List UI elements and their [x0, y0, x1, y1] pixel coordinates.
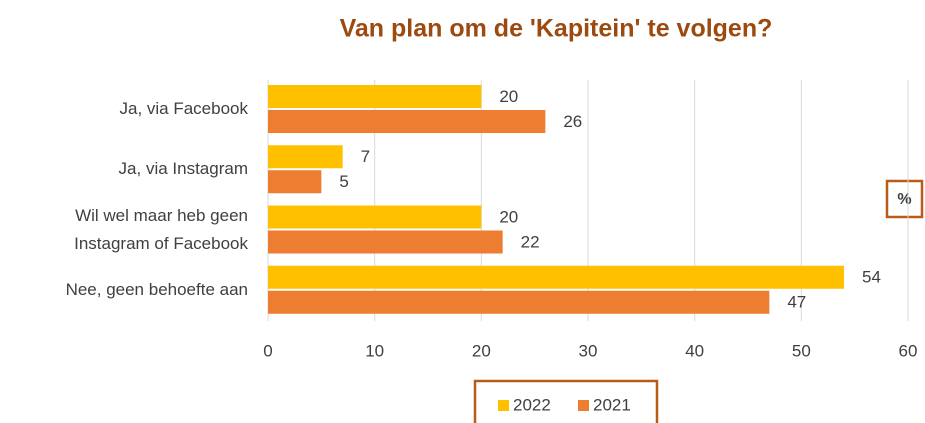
legend-label: 2022	[513, 395, 551, 414]
bar	[268, 145, 343, 169]
x-tick-label: 50	[792, 341, 811, 360]
data-label: 7	[361, 147, 370, 166]
bar	[268, 230, 503, 254]
bar	[268, 85, 482, 108]
category-label: Wil wel maar heb geen Instagram of Faceb…	[74, 205, 248, 253]
x-tick-label: 30	[579, 341, 598, 360]
bar	[268, 205, 482, 229]
annotation: %	[897, 191, 911, 208]
chart-title: Van plan om de 'Kapitein' te volgen?	[340, 15, 773, 43]
category-label: Ja, via Instagram	[118, 159, 248, 179]
data-label: 5	[339, 172, 348, 191]
legend-swatch	[578, 400, 589, 411]
data-label: 20	[499, 207, 518, 226]
legend-swatch	[498, 400, 509, 411]
bar	[268, 290, 770, 314]
bar	[268, 110, 546, 133]
data-label: 54	[862, 268, 881, 287]
bar	[268, 265, 844, 289]
data-label: 26	[563, 112, 582, 131]
annotation-box	[885, 179, 924, 219]
category-label: Ja, via Facebook	[119, 99, 248, 118]
data-label: 20	[499, 87, 518, 106]
x-tick-label: 0	[263, 341, 272, 360]
category-label: Nee, geen behoefte aan	[65, 279, 248, 299]
data-label: 22	[521, 232, 540, 251]
bar	[268, 170, 322, 194]
legend-label: 2021	[593, 395, 631, 414]
legend-box	[473, 379, 659, 423]
x-tick-label: 10	[365, 341, 384, 360]
x-tick-label: 60	[899, 341, 918, 360]
x-tick-label: 20	[472, 341, 491, 360]
data-label: 47	[787, 293, 806, 312]
x-tick-label: 40	[685, 341, 704, 360]
